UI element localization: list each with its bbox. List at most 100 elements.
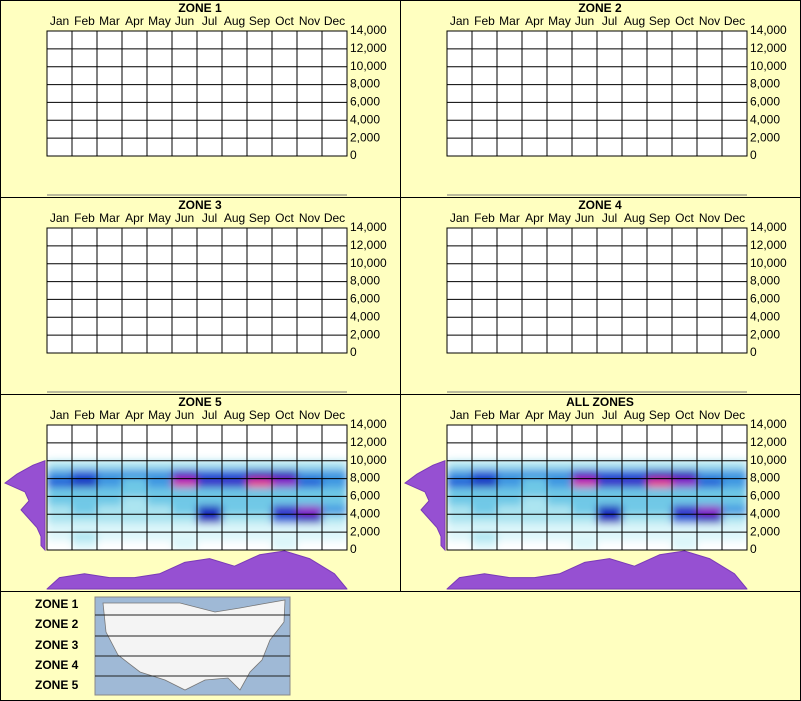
y-tick-label: 2,000 [750, 327, 780, 341]
heat-cell [97, 460, 122, 470]
heat-cell [322, 487, 347, 497]
heat-cell [547, 460, 572, 470]
heat-cells [47, 460, 347, 550]
x-tick-label: Nov [699, 14, 720, 28]
heat-cell [72, 487, 97, 497]
y-tick-label: 14,000 [750, 220, 787, 234]
heat-cell [272, 541, 297, 550]
heat-cell [72, 523, 97, 533]
heat-cell [72, 478, 97, 488]
y-tick-label: 4,000 [350, 112, 380, 126]
y-tick-label: 4,000 [750, 309, 780, 323]
panel-title: ZONE 5 [178, 395, 222, 409]
y-tick-label: 12,000 [750, 435, 787, 449]
y-tick-label: 14,000 [750, 23, 787, 37]
heat-cell [197, 487, 222, 497]
heat-cell [572, 532, 597, 542]
heat-cell [322, 505, 347, 515]
x-tick-label: Apr [525, 211, 544, 225]
x-tick-label: Oct [275, 14, 294, 28]
heat-cell [522, 469, 547, 479]
heat-cell [622, 487, 647, 497]
heat-cell [247, 478, 272, 488]
heat-cell [47, 532, 72, 542]
heat-cell [172, 541, 197, 550]
x-tick-label: Nov [299, 211, 320, 225]
heat-cell [672, 541, 697, 550]
heat-cell [522, 532, 547, 542]
heat-cell [172, 487, 197, 497]
x-tick-label: May [548, 14, 571, 28]
heat-cell [122, 523, 147, 533]
x-tick-label: Feb [74, 14, 95, 28]
x-tick-label: Jul [602, 408, 617, 422]
heat-cell [497, 541, 522, 550]
heat-cell [72, 505, 97, 515]
heat-cell [572, 469, 597, 479]
plot-frame [46, 424, 348, 551]
heat-cell [447, 541, 472, 550]
heat-cell [297, 541, 322, 550]
panel: ZONE 4 0 2,000 4,000 6,000 8,000 10,000 12,000 1… [446, 198, 787, 393]
heat-cell [147, 487, 172, 497]
heat-cell [222, 478, 247, 488]
heat-cell [647, 496, 672, 506]
heat-cell [697, 460, 722, 470]
heat-cell [547, 478, 572, 488]
y-tick-label: 8,000 [350, 274, 380, 288]
heat-cell [497, 460, 522, 470]
y-tick-label: 2,000 [350, 130, 380, 144]
heat-cell [447, 478, 472, 488]
x-tick-label: Oct [675, 211, 694, 225]
heat-cell [272, 496, 297, 506]
heat-cell [672, 514, 697, 524]
heat-cell [72, 496, 97, 506]
heat-cell [547, 532, 572, 542]
heat-cell [122, 505, 147, 515]
heat-cell [322, 478, 347, 488]
heat-cell [572, 460, 597, 470]
y-tick-label: 10,000 [750, 256, 787, 270]
panel-title: ZONE 4 [578, 198, 622, 212]
y-tick-label: 10,000 [750, 59, 787, 73]
x-tick-label: Mar [99, 14, 120, 28]
heat-cell [147, 505, 172, 515]
heat-cell [47, 487, 72, 497]
x-tick-label: Apr [125, 408, 144, 422]
heat-cell [172, 469, 197, 479]
x-tick-label: Mar [99, 211, 120, 225]
y-tick-label: 0 [350, 148, 357, 162]
heat-cell [297, 505, 322, 515]
heat-cell [647, 541, 672, 550]
heat-cell [222, 487, 247, 497]
heat-cell [97, 469, 122, 479]
heat-cell [247, 496, 272, 506]
heat-cell [572, 487, 597, 497]
x-tick-label: Feb [74, 408, 95, 422]
heat-cell [322, 460, 347, 470]
heat-cell [272, 469, 297, 479]
x-tick-label: Jan [50, 408, 69, 422]
heat-cell [297, 469, 322, 479]
heat-cell [522, 487, 547, 497]
heat-cell [722, 523, 747, 533]
x-tick-label: Mar [499, 211, 520, 225]
heat-cell [222, 523, 247, 533]
panel-title: ZONE 3 [178, 198, 222, 212]
heat-cell [197, 478, 222, 488]
heat-cell [697, 523, 722, 533]
heat-cell [497, 532, 522, 542]
x-tick-label: May [148, 408, 171, 422]
heat-cell [447, 460, 472, 470]
heat-cell [722, 460, 747, 470]
heat-cell [272, 478, 297, 488]
heat-cell [297, 478, 322, 488]
heat-cell [122, 541, 147, 550]
heat-cell [672, 496, 697, 506]
elevation-profile [404, 459, 446, 552]
heat-cell [522, 460, 547, 470]
heat-cell [447, 496, 472, 506]
x-tick-label: May [548, 408, 571, 422]
heat-cell [272, 505, 297, 515]
heat-cell [647, 487, 672, 497]
